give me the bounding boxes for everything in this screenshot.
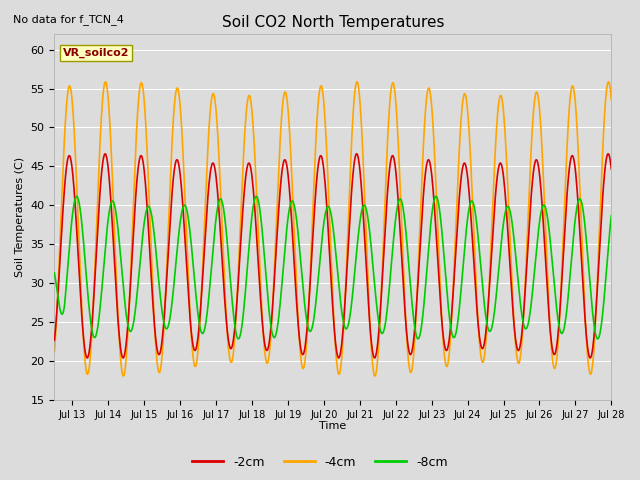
X-axis label: Time: Time [319,421,346,432]
Title: Soil CO2 North Temperatures: Soil CO2 North Temperatures [221,15,444,30]
Text: No data for f_TCN_4: No data for f_TCN_4 [13,14,124,25]
Y-axis label: Soil Temperatures (C): Soil Temperatures (C) [15,157,25,277]
Text: VR_soilco2: VR_soilco2 [63,48,129,58]
Legend: -2cm, -4cm, -8cm: -2cm, -4cm, -8cm [187,451,453,474]
